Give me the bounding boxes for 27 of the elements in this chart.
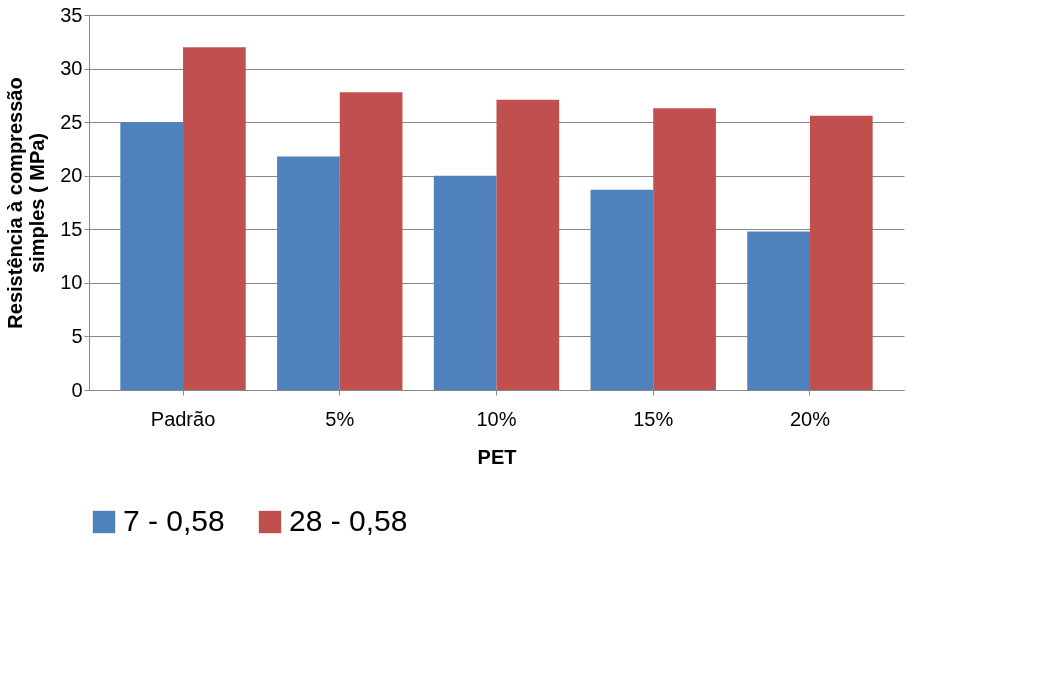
- legend-label: 28 - 0,58: [289, 504, 408, 537]
- bar: [183, 47, 246, 390]
- bar: [496, 99, 560, 390]
- bar: [277, 156, 340, 390]
- y-tick-label: 30: [60, 57, 83, 80]
- y-tick-label: 20: [60, 164, 83, 187]
- y-tick-label: 10: [60, 271, 83, 294]
- x-tick-label: 10%: [476, 407, 517, 430]
- bar: [747, 231, 810, 390]
- bar: [433, 175, 497, 390]
- bar: [120, 122, 184, 390]
- x-axis-title: PET: [477, 445, 517, 468]
- x-tick-label: 20%: [789, 407, 831, 430]
- bar: [809, 115, 873, 390]
- x-tick-label: Padrão: [150, 407, 216, 430]
- x-tick-label: 5%: [325, 407, 355, 430]
- y-axis-title: Resistência à compressão simples ( MPa): [4, 77, 49, 329]
- legend-label: 7 - 0,58: [123, 504, 225, 537]
- bar: [339, 92, 403, 390]
- bar: [590, 189, 654, 390]
- y-tick-label: 0: [71, 378, 83, 401]
- y-tick-label: 25: [60, 110, 83, 133]
- y-tick-label: 5: [71, 324, 83, 347]
- x-tick-label: 15%: [633, 407, 674, 430]
- y-tick-label: 15: [60, 217, 83, 240]
- y-tick-label: 35: [60, 3, 83, 26]
- bar: [653, 108, 716, 390]
